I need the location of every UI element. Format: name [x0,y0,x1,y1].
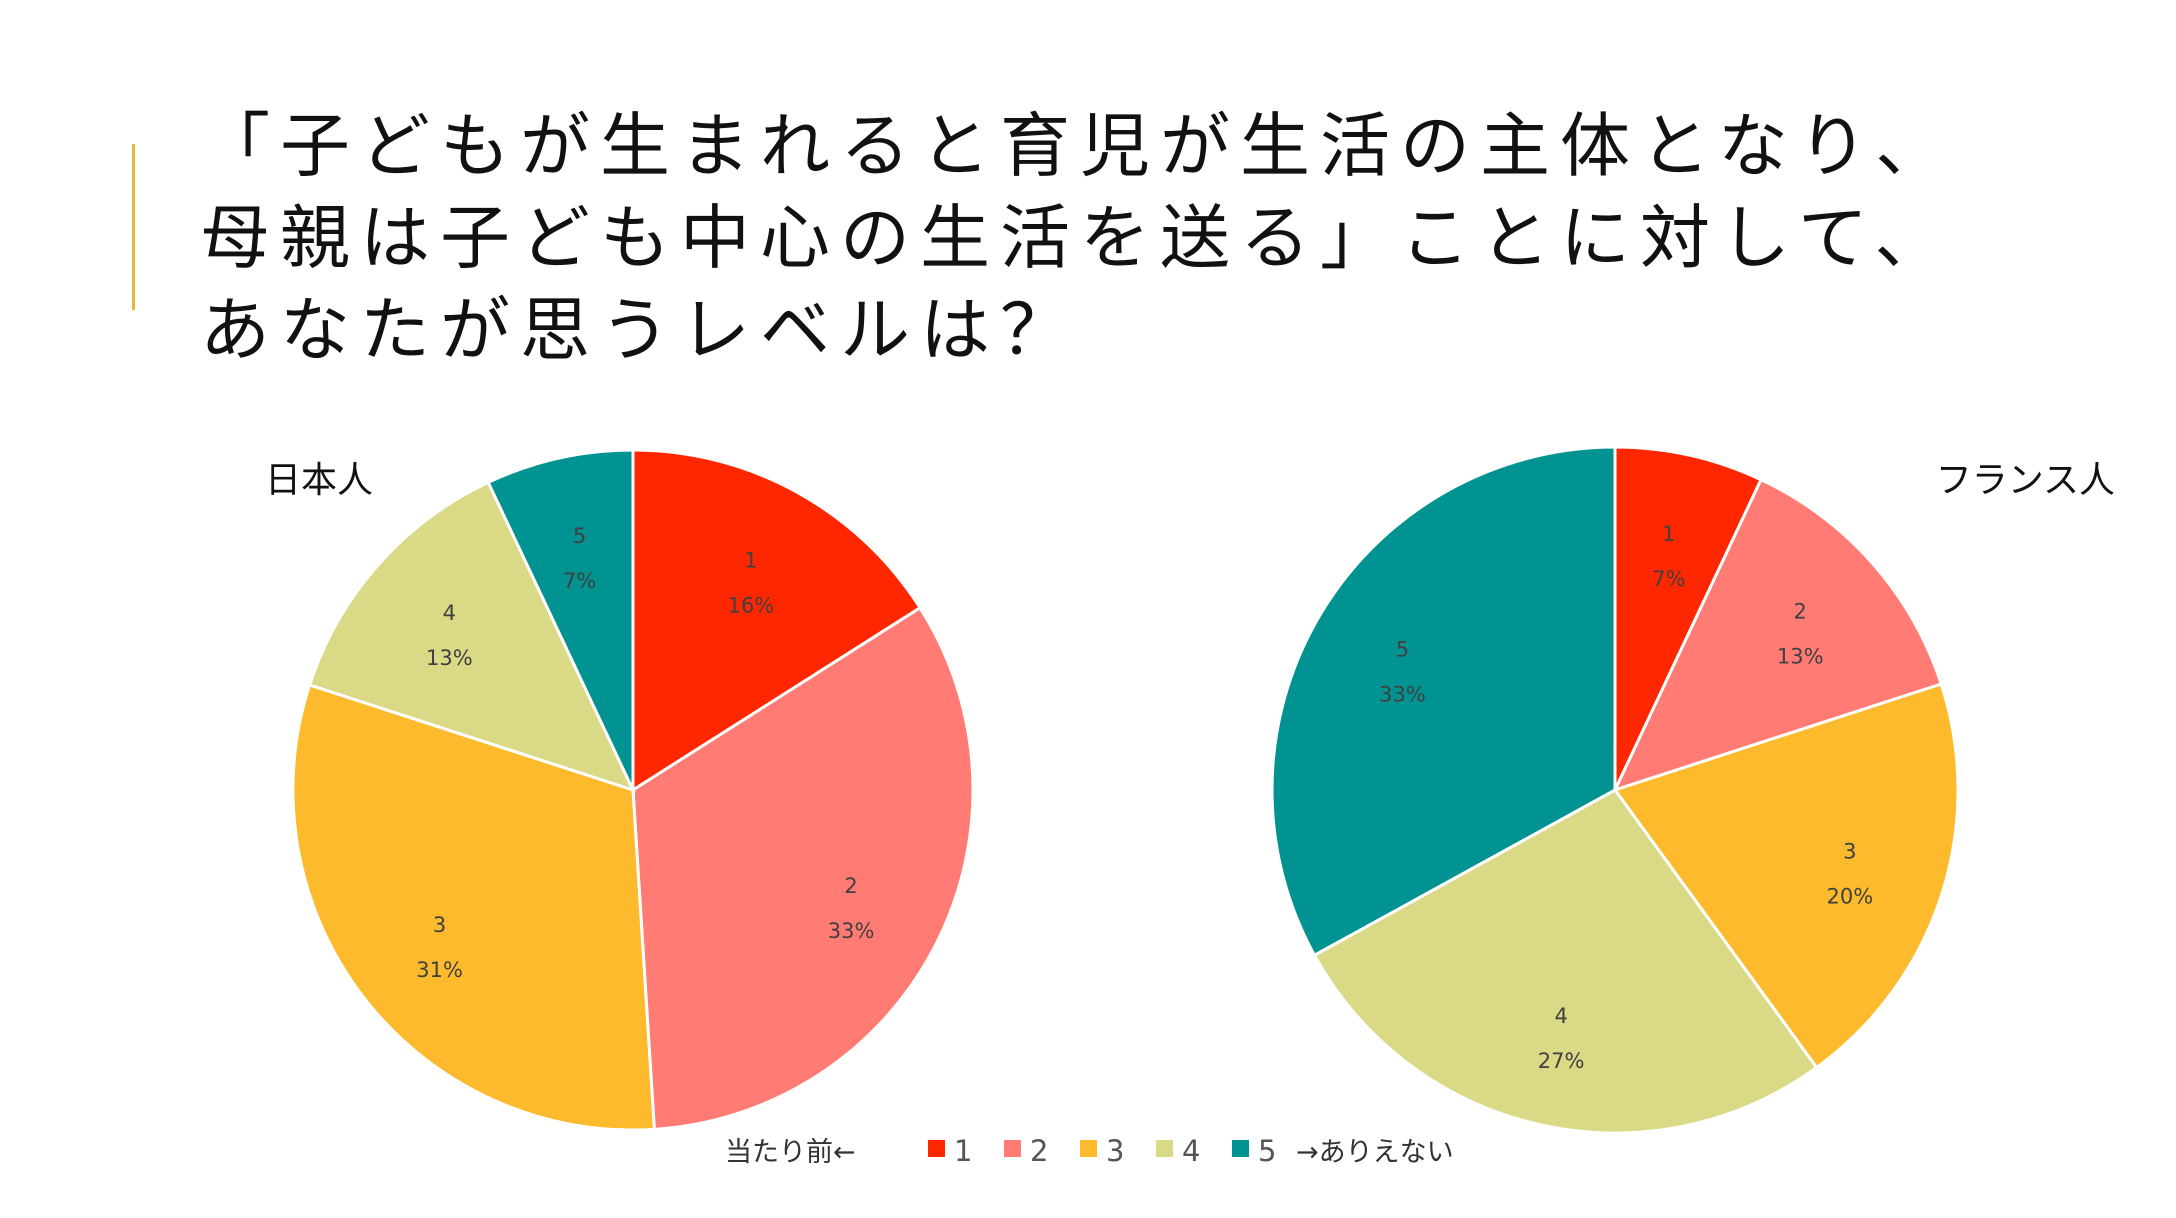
pie-slice-japanese-4 [307,480,636,793]
pie-slice-japanese-2 [631,605,975,1131]
data-label-category-japanese-4: 4 [443,601,456,625]
slide-title: 「子どもが生まれると育児が生活の主体となり、 母親は子ども中心の生活を送る」こと… [200,100,2100,376]
data-label-percent-french-2: 13% [1777,645,1824,669]
legend-label-1: 1 [954,1134,972,1168]
data-label-category-french-2: 2 [1794,600,1807,624]
legend-swatch-5 [1232,1140,1249,1157]
data-label-category-french-5: 5 [1396,637,1409,661]
data-label-percent-japanese-2: 33% [828,919,875,943]
pie-slice-french-5 [1270,445,1617,958]
title-accent-bar [132,144,135,310]
pie-chart-japanese: 1 16% 2 33% 3 31% 4 13% 5 7% 日本人 [265,448,975,1132]
legend-suffix: →ありえない [1296,1137,1454,1168]
legend-swatch-4 [1156,1140,1173,1157]
data-label-percent-japanese-3: 31% [416,958,463,982]
data-label-percent-japanese-1: 16% [728,593,775,617]
title-line-1: 「子どもが生まれると育児が生活の主体となり、 [200,105,1956,187]
legend-swatch-1 [928,1140,945,1157]
pie-slice-french-3 [1612,682,1960,1070]
pie-chart-french: 1 7% 2 13% 3 20% 4 27% 5 33% フランス人 [1270,445,2115,1135]
legend-swatch-3 [1080,1140,1097,1157]
data-label-category-japanese-3: 3 [433,913,446,937]
data-label-percent-french-4: 27% [1538,1049,1585,1073]
data-label-category-japanese-5: 5 [573,524,586,548]
data-label-percent-french-1: 7% [1652,567,1685,591]
chart-title-french: フランス人 [1936,460,2115,501]
pie-slice-japanese-5 [486,448,635,791]
data-label-category-french-4: 4 [1554,1004,1567,1028]
data-label-percent-japanese-4: 13% [426,646,473,670]
legend-prefix: 当たり前← [725,1137,856,1168]
pie-slice-japanese-3 [291,683,656,1132]
data-label-category-japanese-2: 2 [844,874,857,898]
data-label-percent-japanese-5: 7% [563,569,596,593]
data-label-category-french-3: 3 [1843,839,1856,863]
data-label-percent-french-3: 20% [1827,884,1874,908]
legend-label-3: 3 [1106,1134,1124,1168]
data-label-category-french-1: 1 [1662,522,1675,546]
data-label-category-japanese-1: 1 [744,548,757,572]
legend-label-5: 5 [1258,1134,1276,1168]
pie-slice-french-1 [1613,445,1764,791]
chart-legend: 当たり前← 1 2 3 4 5 →ありえない [725,1134,1454,1168]
legend-swatch-2 [1004,1140,1021,1157]
title-line-3: あなたが思うレベルは？ [200,289,1080,371]
pie-slice-japanese-1 [631,448,923,793]
data-label-percent-french-5: 33% [1379,682,1426,706]
title-line-2: 母親は子ども中心の生活を送る」ことに対して、 [200,197,1955,279]
pie-slice-french-4 [1312,788,1819,1135]
legend-label-2: 2 [1030,1134,1048,1168]
chart-title-japanese: 日本人 [265,460,373,501]
pie-slice-french-2 [1612,477,1944,793]
legend-label-4: 4 [1182,1134,1200,1168]
